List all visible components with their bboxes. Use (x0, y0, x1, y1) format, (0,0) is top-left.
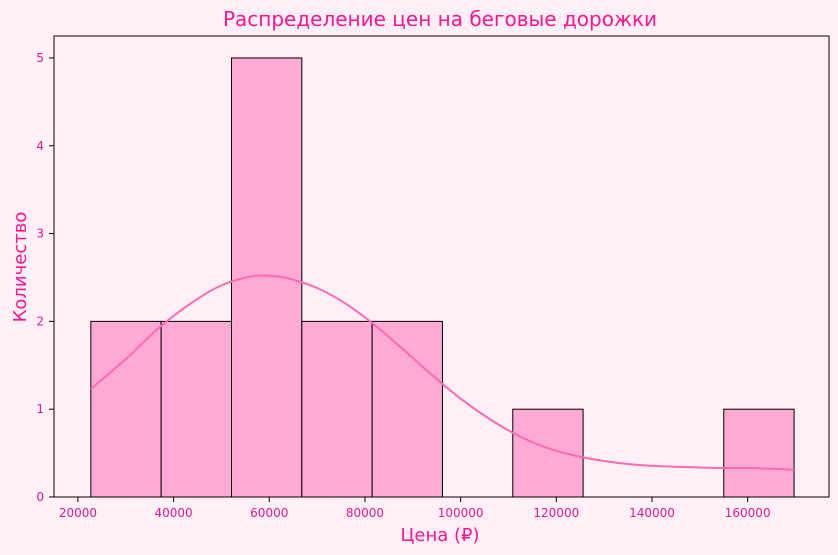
x-tick-label: 100000 (438, 506, 484, 520)
chart-title: Распределение цен на беговые дорожки (223, 7, 657, 31)
x-tick-label: 160000 (725, 506, 771, 520)
histogram-bar (90, 320, 162, 498)
histogram-bar (723, 408, 795, 498)
x-tick-label: 40000 (155, 506, 193, 520)
kde-curve (90, 274, 795, 471)
y-tick-label: 5 (36, 51, 44, 65)
histogram-bar (371, 320, 443, 498)
x-tick-label: 140000 (629, 506, 675, 520)
y-tick-label: 0 (36, 490, 44, 504)
y-tick-label: 3 (36, 227, 44, 241)
histogram-bar (301, 320, 373, 498)
x-tick-label: 120000 (533, 506, 579, 520)
plot-frame (53, 35, 830, 498)
y-tick-label: 1 (36, 402, 44, 416)
x-axis-ticks: 20000 40000 60000 80000 100000 120000 140000 16… (59, 497, 771, 520)
x-axis-label: Цена (₽) (400, 525, 479, 546)
y-tick-label: 2 (36, 314, 44, 328)
histogram-bar (160, 320, 232, 498)
x-tick-label: 60000 (250, 506, 288, 520)
y-axis-ticks: 0 1 2 3 4 5 (36, 51, 54, 504)
histogram-bar (512, 408, 584, 498)
histogram-bars (90, 57, 795, 498)
y-tick-label: 4 (36, 139, 44, 153)
x-tick-label: 80000 (346, 506, 384, 520)
x-tick-label: 20000 (59, 506, 97, 520)
y-axis-label: Количество (10, 212, 31, 323)
